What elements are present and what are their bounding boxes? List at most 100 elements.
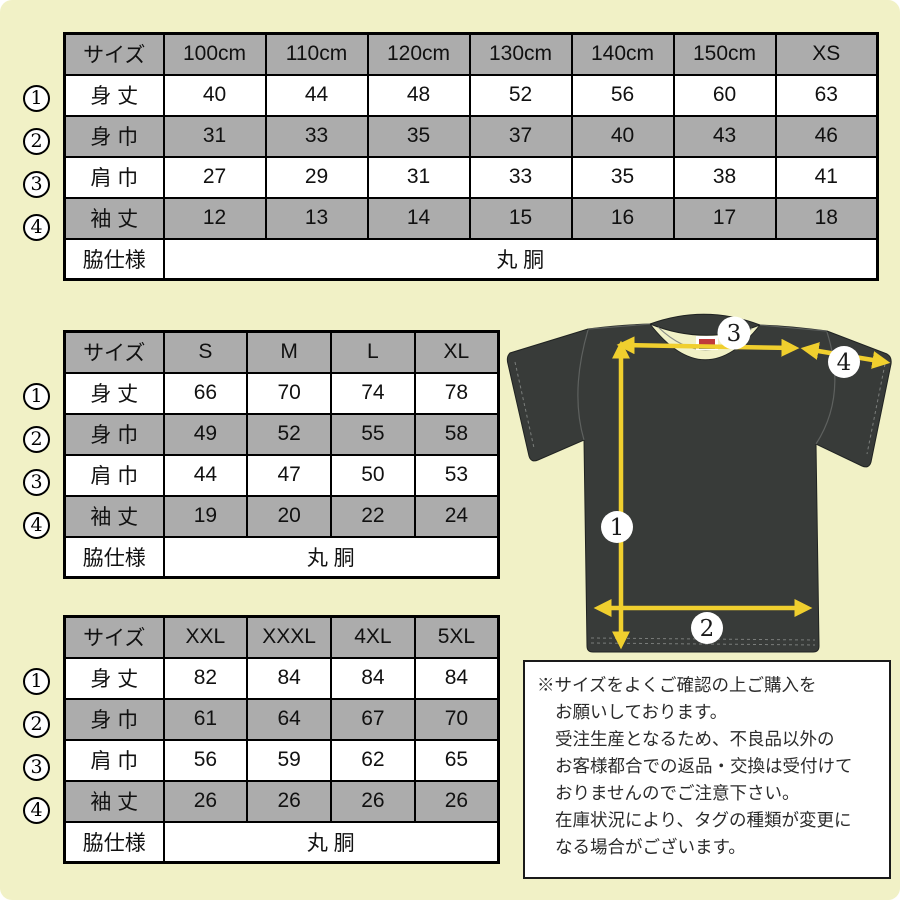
measurement-cell: 48 bbox=[366, 73, 471, 117]
row-badge-1: 1 bbox=[23, 668, 50, 695]
measurement-cell: 84 bbox=[246, 656, 332, 700]
footer-row: 脇仕様丸 胴 bbox=[63, 820, 500, 864]
row-label: 肩 巾 bbox=[63, 155, 165, 199]
measurement-cell: 31 bbox=[162, 114, 267, 158]
column-header: XL bbox=[413, 330, 500, 374]
column-header: 5XL bbox=[413, 615, 500, 659]
row-label: 袖 丈 bbox=[63, 196, 165, 240]
column-header: L bbox=[330, 330, 416, 374]
column-header: M bbox=[246, 330, 332, 374]
column-header: サイズ bbox=[63, 330, 165, 374]
column-header: XXXL bbox=[246, 615, 332, 659]
purchase-note-box: ※サイズをよくご確認の上ご購入を お願いしております。 受注生産となるため、不良… bbox=[523, 660, 891, 879]
note-line: 受注生産となるため、不良品以外の bbox=[555, 729, 835, 749]
measurement-cell: 49 bbox=[162, 412, 249, 456]
measurement-cell: 35 bbox=[570, 155, 675, 199]
row-badge-4: 4 bbox=[23, 797, 50, 824]
row-number-badges: 1 2 3 4 bbox=[22, 615, 52, 864]
row-label: 袖 丈 bbox=[63, 779, 165, 823]
row-badge-2: 2 bbox=[23, 128, 50, 155]
note-line: お願いしております。 bbox=[555, 702, 728, 722]
measurement-cell: 40 bbox=[162, 73, 267, 117]
measurement-cell: 82 bbox=[162, 656, 249, 700]
measurement-cell: 26 bbox=[413, 779, 500, 823]
measurement-cell: 52 bbox=[468, 73, 573, 117]
row-label: 袖 丈 bbox=[63, 494, 165, 538]
row-number-badges: 1 2 3 4 bbox=[22, 32, 52, 281]
row-badge-3: 3 bbox=[23, 171, 50, 198]
note-line: お客様都合での返品・交換は受付けて bbox=[555, 756, 853, 776]
row-badge-1: 1 bbox=[23, 85, 50, 112]
measurement-cell: 74 bbox=[330, 371, 416, 415]
measurement-cell: 59 bbox=[246, 738, 332, 782]
measurement-cell: 64 bbox=[246, 697, 332, 741]
measurement-cell: 35 bbox=[366, 114, 471, 158]
measurement-cell: 26 bbox=[330, 779, 416, 823]
tshirt-measurement-diagram: 3 4 1 2 bbox=[506, 313, 892, 653]
measurement-cell: 33 bbox=[468, 155, 573, 199]
footer-label: 脇仕様 bbox=[63, 237, 165, 281]
measurement-cell: 18 bbox=[774, 196, 879, 240]
row-label: 肩 巾 bbox=[63, 738, 165, 782]
table-row: 袖 丈 19 20 22 24 bbox=[63, 494, 500, 538]
measurement-cell: 29 bbox=[264, 155, 369, 199]
row-badge-3: 3 bbox=[23, 469, 50, 496]
column-header: 100cm bbox=[162, 32, 267, 76]
table-row: 肩 巾 44 47 50 53 bbox=[63, 453, 500, 497]
measurement-cell: 15 bbox=[468, 196, 573, 240]
measurement-cell: 40 bbox=[570, 114, 675, 158]
shoulder-width-arrow bbox=[616, 336, 800, 357]
measurement-cell: 78 bbox=[413, 371, 500, 415]
size-table-s-xl: 1 2 3 4 サイズ S M L XL 身 丈 66 70 74 78 身 巾 49 52 55 58 肩 巾 44 4… bbox=[22, 330, 500, 579]
measurement-cell: 70 bbox=[246, 371, 332, 415]
measurement-cell: 50 bbox=[330, 453, 416, 497]
size-table-xxl-5xl: 1 2 3 4 サイズ XXL XXXL 4XL 5XL 身 丈 82 84 84 84 身 巾 61 64 67… bbox=[22, 615, 500, 864]
header-row: サイズ XXL XXXL 4XL 5XL bbox=[63, 615, 500, 659]
row-badge-2: 2 bbox=[23, 426, 50, 453]
hem-stitches bbox=[514, 361, 886, 646]
table-row: 袖 丈 26 26 26 26 bbox=[63, 779, 500, 823]
measurement-cell: 31 bbox=[366, 155, 471, 199]
table-row: 肩 巾 27 29 31 33 35 38 41 bbox=[63, 155, 879, 199]
row-badge-4: 4 bbox=[23, 512, 50, 539]
measurement-cell: 24 bbox=[413, 494, 500, 538]
footer-value: 丸 胴 bbox=[162, 237, 879, 281]
measurement-cell: 41 bbox=[774, 155, 879, 199]
measurement-cell: 66 bbox=[162, 371, 249, 415]
measurement-cell: 67 bbox=[330, 697, 416, 741]
footer-value: 丸 胴 bbox=[162, 535, 500, 579]
table-row: 身 丈 82 84 84 84 bbox=[63, 656, 500, 700]
measurement-cell: 61 bbox=[162, 697, 249, 741]
measurement-cell: 56 bbox=[162, 738, 249, 782]
row-label: 身 丈 bbox=[63, 73, 165, 117]
note-line: おりませんのでご注意下さい。 bbox=[555, 783, 800, 803]
table-row: 袖 丈 12 13 14 15 16 17 18 bbox=[63, 196, 879, 240]
measurement-cell: 70 bbox=[413, 697, 500, 741]
measurement-cell: 22 bbox=[330, 494, 416, 538]
measurement-cell: 27 bbox=[162, 155, 267, 199]
table-row: 身 丈 40 44 48 52 56 60 63 bbox=[63, 73, 879, 117]
measurement-cell: 84 bbox=[330, 656, 416, 700]
row-label: 身 巾 bbox=[63, 697, 165, 741]
kids-100cm-xs: サイズ 100cm 110cm 120cm 130cm 140cm 150cm XS 身 丈 40… bbox=[63, 32, 879, 281]
measurement-cell: 33 bbox=[264, 114, 369, 158]
adult-s-xl: サイズ S M L XL 身 丈 66 70 74 78 身 巾 49 52 55 58 肩 巾 44 47 50 5… bbox=[63, 330, 500, 579]
row-badge-2: 2 bbox=[23, 711, 50, 738]
measurement-cell: 58 bbox=[413, 412, 500, 456]
column-header: XS bbox=[774, 32, 879, 76]
header-row: サイズ 100cm 110cm 120cm 130cm 140cm 150cm XS bbox=[63, 32, 879, 76]
measurement-cell: 37 bbox=[468, 114, 573, 158]
column-header: 120cm bbox=[366, 32, 471, 76]
row-badge-3: 3 bbox=[23, 754, 50, 781]
measurement-cell: 26 bbox=[162, 779, 249, 823]
adult-xxl-5xl: サイズ XXL XXXL 4XL 5XL 身 丈 82 84 84 84 身 巾 61 64 67 70 肩 … bbox=[63, 615, 500, 864]
measurement-cell: 19 bbox=[162, 494, 249, 538]
table-row: 身 巾 49 52 55 58 bbox=[63, 412, 500, 456]
column-header: サイズ bbox=[63, 615, 165, 659]
measurement-cell: 14 bbox=[366, 196, 471, 240]
diagram-badge-1: 1 bbox=[601, 511, 633, 543]
row-label: 肩 巾 bbox=[63, 453, 165, 497]
measurement-cell: 16 bbox=[570, 196, 675, 240]
column-header: XXL bbox=[162, 615, 249, 659]
